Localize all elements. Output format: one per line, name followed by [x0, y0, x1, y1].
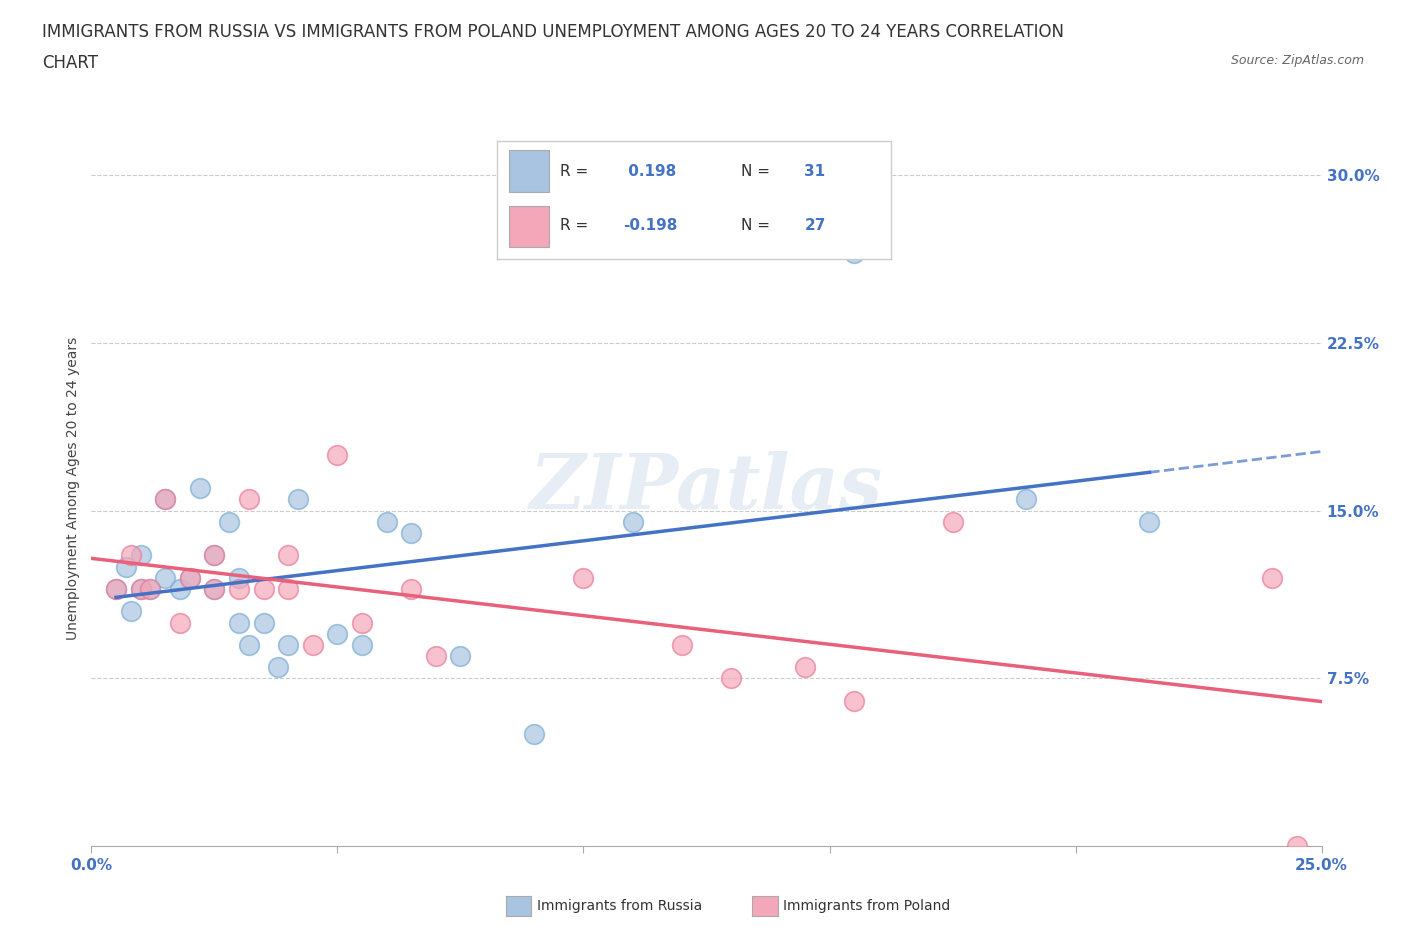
Point — [188, 481, 211, 496]
Text: ZIPatlas: ZIPatlas — [530, 451, 883, 525]
Text: Immigrants from Poland: Immigrants from Poland — [783, 898, 950, 913]
Point — [253, 581, 276, 596]
Point — [267, 660, 290, 675]
Point — [1139, 514, 1161, 529]
Point — [793, 660, 815, 675]
Point — [153, 492, 177, 507]
Point — [202, 581, 225, 596]
Point — [842, 246, 865, 260]
Point — [399, 525, 422, 540]
Point — [179, 570, 201, 585]
Point — [202, 581, 225, 596]
Point — [105, 581, 127, 596]
Text: Source: ZipAtlas.com: Source: ZipAtlas.com — [1230, 54, 1364, 67]
Point — [621, 514, 644, 529]
Point — [129, 548, 152, 563]
Point — [277, 637, 299, 652]
Point — [129, 581, 152, 596]
Point — [218, 514, 240, 529]
Point — [228, 581, 250, 596]
Point — [253, 615, 276, 630]
Point — [277, 581, 299, 596]
Point — [228, 570, 250, 585]
Point — [139, 581, 162, 596]
Point — [238, 492, 260, 507]
Point — [375, 514, 398, 529]
Point — [1015, 492, 1038, 507]
Point — [179, 570, 201, 585]
Point — [326, 447, 349, 462]
Point — [449, 648, 471, 663]
Point — [129, 581, 152, 596]
Point — [523, 727, 546, 742]
Point — [301, 637, 323, 652]
Point — [139, 581, 162, 596]
Point — [720, 671, 742, 686]
Point — [169, 615, 191, 630]
Point — [425, 648, 447, 663]
Point — [572, 570, 595, 585]
Point — [277, 548, 299, 563]
Point — [120, 548, 142, 563]
Point — [105, 581, 127, 596]
Point — [169, 581, 191, 596]
Point — [326, 626, 349, 641]
Point — [114, 559, 138, 574]
Point — [153, 492, 177, 507]
Point — [1261, 570, 1284, 585]
Point — [238, 637, 260, 652]
Point — [228, 615, 250, 630]
Text: IMMIGRANTS FROM RUSSIA VS IMMIGRANTS FROM POLAND UNEMPLOYMENT AMONG AGES 20 TO 2: IMMIGRANTS FROM RUSSIA VS IMMIGRANTS FRO… — [42, 23, 1064, 41]
Point — [120, 604, 142, 618]
Point — [671, 637, 693, 652]
Point — [842, 694, 865, 709]
Text: CHART: CHART — [42, 54, 98, 72]
Y-axis label: Unemployment Among Ages 20 to 24 years: Unemployment Among Ages 20 to 24 years — [66, 337, 80, 640]
Point — [153, 570, 177, 585]
Text: Immigrants from Russia: Immigrants from Russia — [537, 898, 703, 913]
Point — [352, 637, 374, 652]
Point — [399, 581, 422, 596]
Point — [202, 548, 225, 563]
Point — [287, 492, 309, 507]
Point — [1285, 839, 1308, 854]
Point — [941, 514, 963, 529]
Point — [202, 548, 225, 563]
Point — [352, 615, 374, 630]
